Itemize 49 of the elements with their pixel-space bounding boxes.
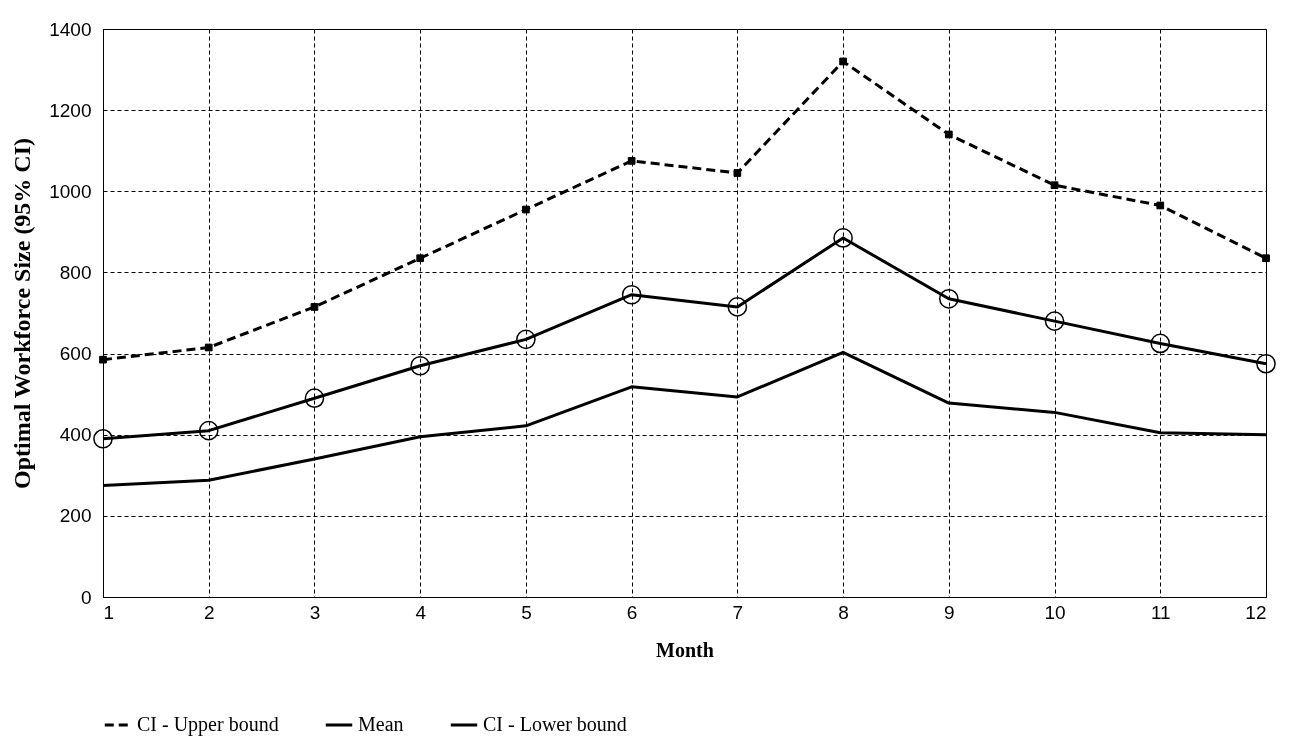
point bbox=[627, 157, 636, 165]
x-tick-label: 7 bbox=[732, 601, 744, 623]
point bbox=[93, 428, 113, 449]
point bbox=[1262, 254, 1270, 263]
point bbox=[410, 355, 431, 376]
point bbox=[833, 228, 853, 248]
x-tick-label: 5 bbox=[521, 601, 532, 623]
point bbox=[1150, 333, 1171, 354]
y-tick-label: 1400 bbox=[49, 18, 92, 40]
x-tick-label: 1 bbox=[103, 601, 115, 623]
point bbox=[522, 205, 530, 214]
legend-label: CI - Upper bound bbox=[137, 713, 279, 736]
point bbox=[727, 297, 748, 317]
x-tick-label: 9 bbox=[944, 601, 955, 623]
point bbox=[938, 288, 959, 309]
x-tick-label: 11 bbox=[1150, 601, 1171, 623]
y-tick-label: 400 bbox=[59, 424, 92, 446]
x-tick-label: 2 bbox=[203, 601, 215, 623]
x-tick-label: 10 bbox=[1044, 601, 1066, 623]
point bbox=[1050, 181, 1059, 190]
y-tick-label: 200 bbox=[59, 505, 92, 527]
x-tick-label: 6 bbox=[626, 601, 638, 623]
y-axis-title: Optimal Workforce Size (95% CI) bbox=[9, 137, 36, 490]
x-tick-label: 3 bbox=[309, 601, 321, 623]
point bbox=[1044, 311, 1065, 331]
point bbox=[1156, 201, 1165, 210]
x-tick-label: 4 bbox=[415, 601, 427, 623]
point bbox=[1256, 353, 1276, 374]
y-tick-label: 0 bbox=[80, 586, 92, 608]
point bbox=[99, 355, 107, 364]
legend-label: Mean bbox=[358, 713, 404, 735]
x-axis-title: Month bbox=[656, 638, 714, 661]
point bbox=[198, 420, 219, 441]
y-tick-label: 1200 bbox=[49, 99, 92, 121]
point bbox=[416, 254, 425, 263]
point bbox=[733, 169, 742, 177]
point bbox=[944, 130, 953, 139]
point bbox=[839, 57, 847, 66]
x-tick-label: 12 bbox=[1245, 601, 1267, 623]
x-tick-label: 8 bbox=[838, 601, 849, 623]
y-tick-label: 800 bbox=[59, 261, 92, 283]
point bbox=[304, 388, 325, 409]
point bbox=[204, 343, 213, 352]
y-tick-label: 1000 bbox=[49, 180, 92, 202]
point bbox=[310, 303, 319, 311]
point bbox=[621, 284, 642, 305]
y-tick-label: 600 bbox=[59, 343, 92, 365]
point bbox=[516, 329, 536, 350]
legend-label: CI - Lower bound bbox=[483, 713, 627, 735]
